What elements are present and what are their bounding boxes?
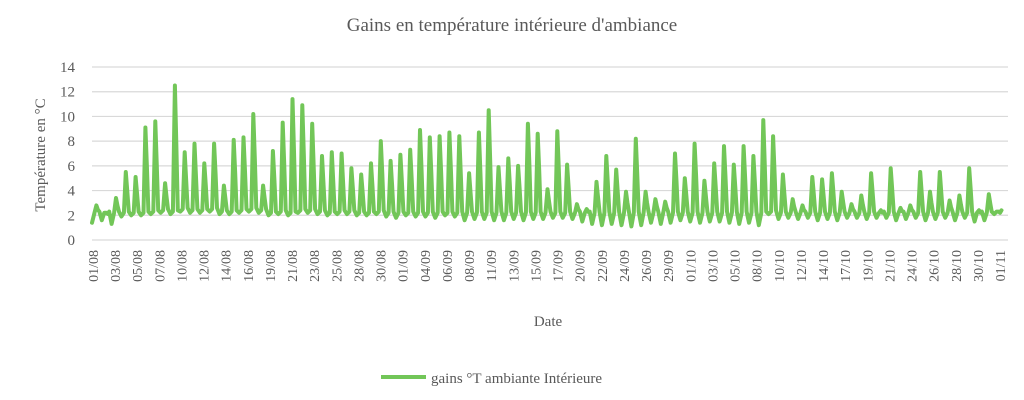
x-tick-label: 12/08 <box>198 250 213 282</box>
legend: gains °T ambiante Intérieure <box>381 371 602 387</box>
x-tick-label: 10/08 <box>175 250 190 282</box>
y-tick-label: 10 <box>60 109 75 125</box>
y-tick-label: 2 <box>68 208 76 224</box>
x-tick-label: 04/09 <box>419 250 434 282</box>
x-tick-label: 30/08 <box>375 250 390 282</box>
x-tick-label: 21/08 <box>286 250 301 282</box>
x-tick-label: 19/08 <box>264 250 279 282</box>
x-tick-label: 08/09 <box>463 250 478 282</box>
x-tick-label: 25/08 <box>330 250 345 282</box>
x-tick-label: 14/10 <box>817 250 832 282</box>
series-line-gains <box>90 83 1004 229</box>
x-tick-label: 10/10 <box>773 250 788 282</box>
x-tick-label: 15/09 <box>529 250 544 282</box>
x-tick-label: 11/09 <box>485 250 500 281</box>
x-tick-label: 05/08 <box>131 250 146 282</box>
x-tick-label: 14/08 <box>220 250 235 282</box>
y-tick-label: 6 <box>68 159 76 175</box>
x-tick-label: 26/10 <box>928 250 943 282</box>
y-tick-label: 4 <box>68 184 76 200</box>
x-tick-label: 28/08 <box>352 250 367 282</box>
x-tick-label: 07/08 <box>153 250 168 282</box>
x-tick-label: 29/09 <box>662 250 677 282</box>
y-tick-label: 14 <box>60 60 76 76</box>
x-tick-label: 20/09 <box>574 250 589 282</box>
x-tick-label: 21/10 <box>883 250 898 282</box>
x-tick-label: 03/10 <box>706 250 721 282</box>
x-tick-label: 28/10 <box>950 250 965 282</box>
x-tick-label: 01/11 <box>994 250 1009 281</box>
x-tick-label: 08/10 <box>751 250 766 282</box>
x-tick-label: 30/10 <box>972 250 987 282</box>
x-tick-label: 03/08 <box>109 250 124 282</box>
y-axis-ticks: 0 2 4 6 8 10 12 14 <box>60 60 76 249</box>
x-tick-label: 13/09 <box>507 250 522 282</box>
x-tick-label: 26/09 <box>640 250 655 282</box>
x-tick-label: 17/10 <box>839 250 854 282</box>
x-tick-label: 22/09 <box>596 250 611 282</box>
chart-title: Gains en température intérieure d'ambian… <box>347 15 678 36</box>
y-tick-label: 8 <box>68 134 76 150</box>
x-axis-title: Date <box>534 314 563 330</box>
x-tick-label: 01/09 <box>397 250 412 282</box>
x-tick-label: 23/08 <box>308 250 323 282</box>
y-axis-title: Température en °C <box>33 98 49 211</box>
x-tick-label: 05/10 <box>729 250 744 282</box>
x-tick-label: 12/10 <box>795 250 810 282</box>
x-tick-label: 16/08 <box>242 250 257 282</box>
x-tick-label: 01/10 <box>684 250 699 282</box>
legend-label: gains °T ambiante Intérieure <box>431 371 602 387</box>
x-tick-label: 01/08 <box>87 250 102 282</box>
x-tick-label: 17/09 <box>552 250 567 282</box>
x-tick-label: 06/09 <box>441 250 456 282</box>
x-axis-ticks: 01/08 03/08 05/08 07/08 10/08 12/08 14/08 16/08… <box>87 250 1009 282</box>
x-tick-label: 19/10 <box>861 250 876 282</box>
y-tick-label: 0 <box>68 233 76 249</box>
y-tick-label: 12 <box>60 85 75 101</box>
x-tick-label: 24/10 <box>906 250 921 282</box>
x-tick-label: 24/09 <box>618 250 633 282</box>
